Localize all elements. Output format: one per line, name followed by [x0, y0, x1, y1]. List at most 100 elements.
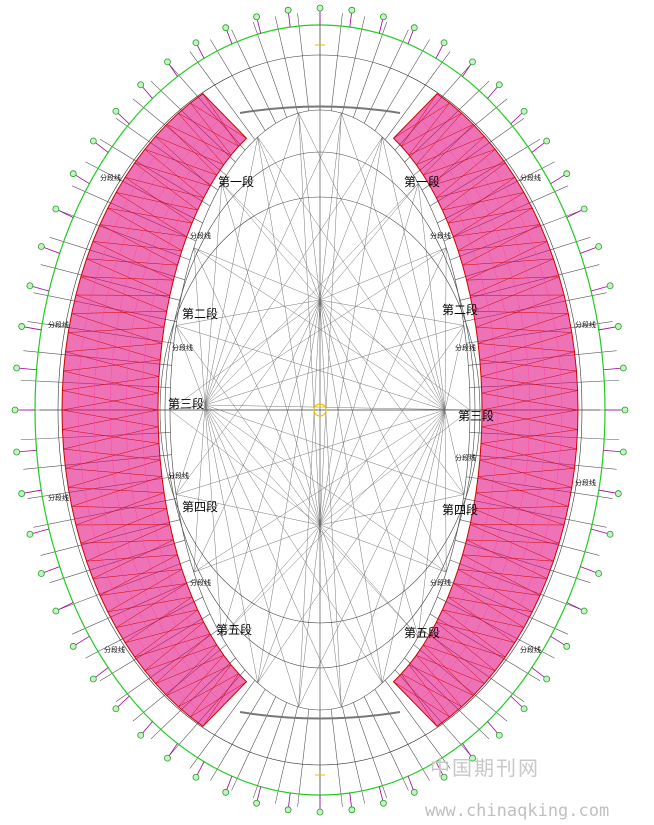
radial-line: [274, 706, 298, 804]
fan-line: [319, 299, 419, 637]
radial-line: [189, 51, 256, 140]
radial-line: [252, 21, 287, 118]
truss-member: [178, 113, 224, 165]
anchor-node: [380, 13, 387, 21]
anchor-node: [18, 323, 26, 330]
top-cap: [239, 105, 401, 114]
radial-line: [384, 51, 451, 140]
truss-chord: [415, 115, 531, 705]
truss-member: [436, 149, 496, 198]
split-line-label: 分段线: [104, 645, 125, 654]
truss-member: [202, 93, 239, 147]
anchor-node: [563, 642, 571, 650]
anchor-node: [520, 107, 528, 115]
radial-line: [363, 29, 409, 124]
anchor-node: [164, 58, 171, 66]
truss-member: [436, 177, 515, 198]
truss-member: [423, 124, 474, 176]
fan-line: [417, 409, 446, 637]
fan-line: [221, 183, 446, 411]
truss-member: [124, 596, 193, 643]
anchor-node: [18, 490, 26, 497]
fan-line: [204, 183, 419, 406]
truss-member: [155, 136, 224, 165]
radial-line: [231, 29, 277, 124]
fan-line: [257, 137, 321, 301]
anchor-node: [614, 490, 622, 497]
truss-member: [155, 633, 211, 684]
anchor-node: [469, 754, 476, 762]
truss-member: [416, 113, 462, 165]
truss-member: [134, 162, 211, 187]
truss-member: [178, 655, 224, 707]
anchor-node: [253, 13, 260, 21]
truss-member: [144, 622, 204, 671]
truss-member: [190, 102, 232, 156]
fan-line: [204, 404, 223, 637]
split-line-label: 分段线: [455, 343, 476, 352]
fan-line: [175, 325, 206, 406]
fan-line: [169, 404, 206, 411]
anchor-node: [137, 81, 145, 89]
anchor-points: [11, 4, 629, 816]
fan-line: [298, 112, 446, 411]
anchor-node: [112, 705, 120, 713]
anchor-node: [222, 788, 230, 796]
fan-line: [257, 299, 321, 683]
truss-bands: [61, 93, 579, 727]
fan-line: [221, 183, 321, 301]
anchor-node: [543, 137, 551, 145]
fan-line: [319, 299, 464, 326]
center-circle: [313, 403, 327, 417]
radial-line: [252, 702, 287, 799]
fan-line: [257, 524, 321, 683]
anchor-node: [69, 170, 77, 178]
truss-member: [178, 673, 239, 707]
radial-line: [342, 706, 366, 804]
split-line-label: 分段线: [48, 320, 69, 329]
fan-line: [221, 183, 321, 526]
truss-member: [190, 681, 247, 718]
truss-chord: [429, 100, 563, 720]
truss-chord: [141, 130, 240, 690]
truss-member: [393, 681, 450, 718]
split-line-label: 分段线: [190, 578, 211, 587]
fan-line: [204, 404, 447, 573]
truss-member: [408, 664, 450, 718]
truss-member: [190, 664, 232, 718]
truss-member: [436, 622, 515, 643]
anchor-node: [222, 24, 230, 32]
fan-line: [193, 247, 321, 301]
segment-label: 第五段: [404, 625, 440, 640]
truss-chord: [93, 108, 218, 712]
truss-member: [144, 149, 204, 198]
fan-line: [175, 404, 206, 495]
fan-line: [193, 247, 321, 526]
segment-label: 第四段: [182, 499, 218, 514]
anchor-node: [348, 806, 356, 814]
anchor-node: [13, 448, 21, 456]
truss-chord: [400, 130, 499, 690]
truss-member: [408, 664, 474, 696]
truss-member: [423, 149, 496, 176]
truss-member: [116, 192, 198, 211]
anchor-node: [316, 4, 324, 12]
radial-line: [210, 39, 266, 131]
truss-member: [442, 609, 524, 628]
fan-line: [175, 325, 321, 526]
anchor-node: [380, 799, 387, 807]
fan-line: [221, 409, 446, 637]
truss-member: [155, 136, 211, 187]
fan-line: [319, 524, 342, 707]
fan-line: [319, 299, 342, 707]
inner-arc: [164, 151, 476, 669]
truss-member: [423, 644, 474, 696]
truss-member: [125, 177, 204, 198]
fan-line: [169, 299, 321, 411]
segment-label: 第二段: [182, 306, 218, 321]
radial-line: [374, 689, 430, 781]
truss-member: [401, 93, 438, 147]
fan-line: [444, 247, 447, 411]
fan-line: [341, 112, 446, 411]
